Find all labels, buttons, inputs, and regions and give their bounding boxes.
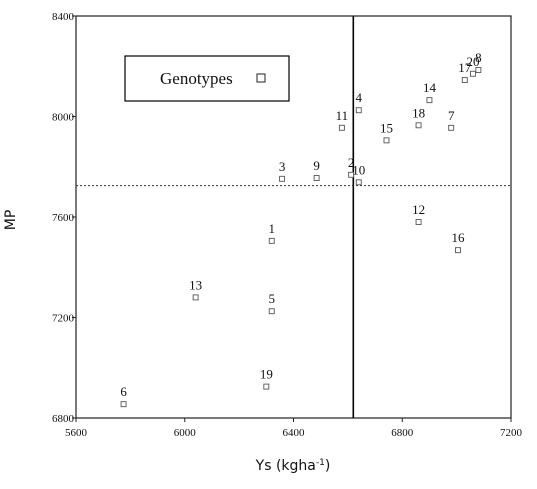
point-label: 1 [269,221,276,236]
y-tick-label: 7600 [52,212,75,224]
x-axis-label: Ys (kgha-1) [255,458,331,474]
point-marker [455,247,461,254]
point-label: 19 [260,367,273,382]
x-tick-label: 7200 [500,427,523,439]
point-label: 8 [475,50,482,65]
x-tick-label: 6400 [283,427,306,439]
point-label: 6 [120,384,127,399]
point-marker [338,124,345,131]
legend: Genotypes [124,55,290,102]
point-marker [383,137,390,144]
point-marker [348,171,355,178]
axis-ticks: 5600 6000 6400 6800 7200 6800 7200 7600 8000 8400 [52,11,523,439]
point-marker [415,122,422,129]
point-label: 5 [269,291,276,306]
point-label: 12 [412,202,425,217]
point-marker [469,70,476,77]
y-tick-label: 6800 [52,413,75,425]
point-marker [355,107,362,114]
point-label: 13 [189,277,202,292]
point-label: 18 [412,105,425,120]
point-label: 20 [466,54,479,69]
x-tick-label: 6800 [391,427,414,439]
x-tick-label: 6000 [174,427,197,439]
point-label: 2 [348,155,355,170]
point-label: 11 [336,108,349,123]
point-marker [263,383,270,390]
point-label: 17 [458,60,472,75]
y-tick-label: 8400 [52,11,75,23]
point-marker [426,97,433,104]
point-marker [475,67,482,73]
point-label: 4 [356,90,363,105]
point-marker [313,175,320,182]
x-tick-label: 5600 [65,427,88,439]
point-label: 7 [448,108,455,123]
point-label: 10 [352,162,365,177]
point-marker [268,237,275,244]
legend-label: Genotypes [160,69,233,88]
point-label: 16 [451,230,465,245]
y-tick-label: 7200 [52,313,75,325]
point-label: 9 [313,158,320,173]
point-label: 3 [279,159,286,174]
point-marker [355,179,362,186]
y-axis-label: MP [3,210,19,231]
point-label: 15 [380,120,393,135]
point-marker [461,77,468,84]
point-marker [448,124,455,131]
legend-marker [256,73,266,83]
y-tick-label: 8000 [52,112,75,124]
point-marker [415,219,422,225]
reference-lines [76,16,511,418]
point-label: 14 [423,80,437,95]
point-marker [279,175,286,182]
point-marker [268,308,275,315]
point-marker [120,401,127,408]
point-marker [192,294,199,301]
